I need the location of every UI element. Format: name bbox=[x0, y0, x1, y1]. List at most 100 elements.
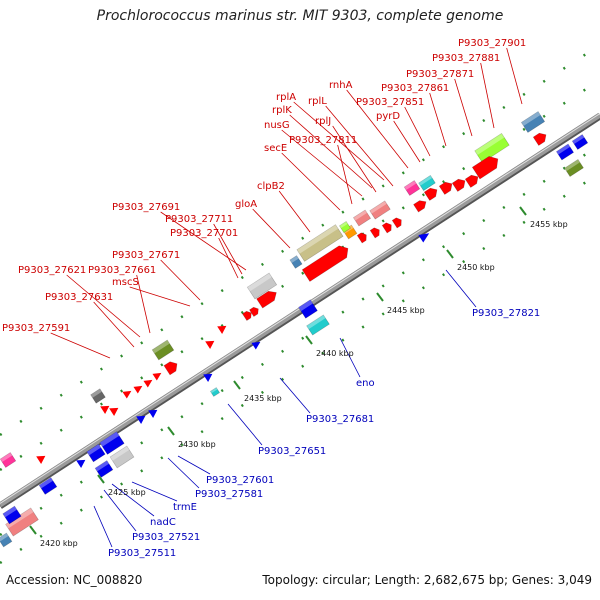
gene-feature[interactable] bbox=[418, 230, 431, 243]
gene-feature[interactable] bbox=[413, 198, 429, 213]
gene-label[interactable]: P9303_27591 bbox=[2, 323, 70, 334]
gene-feature[interactable] bbox=[151, 339, 175, 361]
gene-feature[interactable] bbox=[356, 231, 369, 244]
gene-feature[interactable] bbox=[38, 477, 58, 495]
gene-label[interactable]: nusG bbox=[264, 120, 290, 131]
gene-label[interactable]: P9303_27651 bbox=[258, 446, 326, 457]
gene-feature[interactable] bbox=[76, 456, 88, 468]
gene-label[interactable]: P9303_27511 bbox=[108, 548, 176, 559]
gene-label[interactable]: rplA bbox=[276, 92, 296, 103]
gene-feature[interactable] bbox=[381, 221, 394, 234]
gene-feature[interactable] bbox=[203, 370, 215, 382]
gene-label[interactable]: trmE bbox=[173, 502, 197, 513]
gene-feature[interactable] bbox=[532, 131, 549, 146]
gene-feature[interactable] bbox=[251, 338, 262, 350]
gene-feature[interactable] bbox=[133, 382, 144, 394]
gene-feature[interactable] bbox=[152, 369, 163, 381]
gene-label[interactable]: P9303_27701 bbox=[170, 228, 238, 239]
dotted-track-3 bbox=[0, 171, 600, 565]
gene-feature[interactable] bbox=[143, 376, 154, 388]
gene-feature[interactable] bbox=[339, 221, 351, 233]
tick-mark bbox=[167, 426, 175, 436]
gene-feature[interactable] bbox=[298, 299, 318, 319]
gene-feature[interactable] bbox=[86, 443, 106, 463]
gene-label[interactable]: clpB2 bbox=[257, 181, 285, 192]
gene-feature[interactable] bbox=[520, 111, 546, 133]
gene-feature[interactable] bbox=[109, 445, 135, 469]
gene-feature[interactable] bbox=[0, 532, 13, 548]
gene-label[interactable]: P9303_27881 bbox=[432, 53, 500, 64]
gene-label[interactable]: P9303_27601 bbox=[206, 475, 274, 486]
gene-feature[interactable] bbox=[109, 404, 121, 416]
gene-feature[interactable] bbox=[369, 200, 391, 220]
gene-label[interactable]: eno bbox=[356, 378, 375, 389]
gene-feature[interactable] bbox=[301, 243, 352, 282]
gene-feature[interactable] bbox=[471, 153, 501, 180]
gene-feature[interactable] bbox=[122, 387, 133, 399]
tick-labels: 2420 kbp 2425 kbp 2430 kbp 2435 kbp 2440 kbp… bbox=[29, 206, 568, 548]
gene-label[interactable]: P9303_27811 bbox=[289, 135, 357, 146]
gene-label[interactable]: P9303_27581 bbox=[195, 489, 263, 500]
gene-label[interactable]: P9303_27521 bbox=[132, 532, 200, 543]
gene-feature[interactable] bbox=[289, 255, 303, 269]
gene-feature[interactable] bbox=[163, 359, 180, 376]
gene-label[interactable]: P9303_27621 bbox=[18, 265, 86, 276]
gene-feature[interactable] bbox=[451, 177, 468, 192]
gene-feature[interactable] bbox=[210, 387, 220, 397]
gene-feature[interactable] bbox=[100, 402, 112, 414]
dotted-track-2 bbox=[0, 143, 600, 537]
gene-label[interactable]: P9303_27691 bbox=[112, 202, 180, 213]
gene-label[interactable]: nadC bbox=[150, 517, 176, 528]
gene-label[interactable]: P9303_27871 bbox=[406, 69, 474, 80]
gene-label[interactable]: pyrD bbox=[376, 111, 400, 122]
gene-feature[interactable] bbox=[205, 337, 217, 349]
gene-feature[interactable] bbox=[418, 174, 436, 192]
gene-feature[interactable] bbox=[136, 412, 148, 424]
gene-feature[interactable] bbox=[90, 388, 106, 404]
gene-label[interactable]: rplK bbox=[272, 105, 292, 116]
gene-feature[interactable] bbox=[249, 305, 260, 317]
gene-label[interactable]: P9303_27661 bbox=[88, 265, 156, 276]
gene-label[interactable]: P9303_27711 bbox=[165, 214, 233, 225]
gene-feature[interactable] bbox=[94, 460, 114, 478]
gene-feature[interactable] bbox=[2, 505, 22, 525]
leader-line bbox=[136, 274, 151, 334]
gene-feature[interactable] bbox=[464, 173, 481, 188]
gene-label[interactable]: rnhA bbox=[329, 80, 353, 91]
gene-feature[interactable] bbox=[369, 226, 382, 239]
gene-label[interactable]: P9303_27631 bbox=[45, 292, 113, 303]
gene-feature[interactable] bbox=[99, 431, 125, 455]
gene-feature[interactable] bbox=[391, 216, 404, 229]
gene-label[interactable]: P9303_27861 bbox=[381, 83, 449, 94]
gene-label[interactable]: P9303_27671 bbox=[112, 250, 180, 261]
gene-feature[interactable] bbox=[555, 143, 575, 161]
gene-feature[interactable] bbox=[438, 180, 455, 195]
gene-feature[interactable] bbox=[256, 288, 280, 309]
gene-feature[interactable] bbox=[0, 452, 17, 468]
gene-label[interactable]: P9303_27681 bbox=[306, 414, 374, 425]
gene-feature[interactable] bbox=[403, 180, 421, 196]
gene-feature[interactable] bbox=[423, 186, 440, 201]
gene-label[interactable]: P9303_27901 bbox=[458, 38, 526, 49]
gene-label[interactable]: P9303_27851 bbox=[356, 97, 424, 108]
gene-label[interactable]: rplJ bbox=[315, 116, 331, 127]
gene-feature[interactable] bbox=[474, 133, 510, 163]
gene-feature[interactable] bbox=[217, 322, 229, 334]
gene-label[interactable]: mscS bbox=[112, 277, 139, 288]
leader-line bbox=[50, 332, 111, 359]
gene-feature[interactable] bbox=[352, 209, 372, 227]
gene-feature[interactable] bbox=[564, 159, 584, 177]
gene-feature[interactable] bbox=[246, 272, 278, 300]
gene-label[interactable]: gloA bbox=[235, 199, 257, 210]
gene-feature[interactable] bbox=[296, 224, 344, 262]
leader-line bbox=[346, 89, 409, 169]
gene-label[interactable]: rplL bbox=[308, 96, 327, 107]
leader-line bbox=[93, 505, 113, 548]
gene-label[interactable]: P9303_27821 bbox=[472, 308, 540, 319]
gene-feature[interactable] bbox=[36, 452, 48, 464]
gene-label[interactable]: secE bbox=[264, 143, 287, 154]
gene-feature[interactable] bbox=[148, 406, 160, 418]
gene-feature[interactable] bbox=[571, 134, 589, 150]
gene-feature[interactable] bbox=[242, 309, 253, 321]
gene-feature[interactable] bbox=[306, 314, 330, 336]
